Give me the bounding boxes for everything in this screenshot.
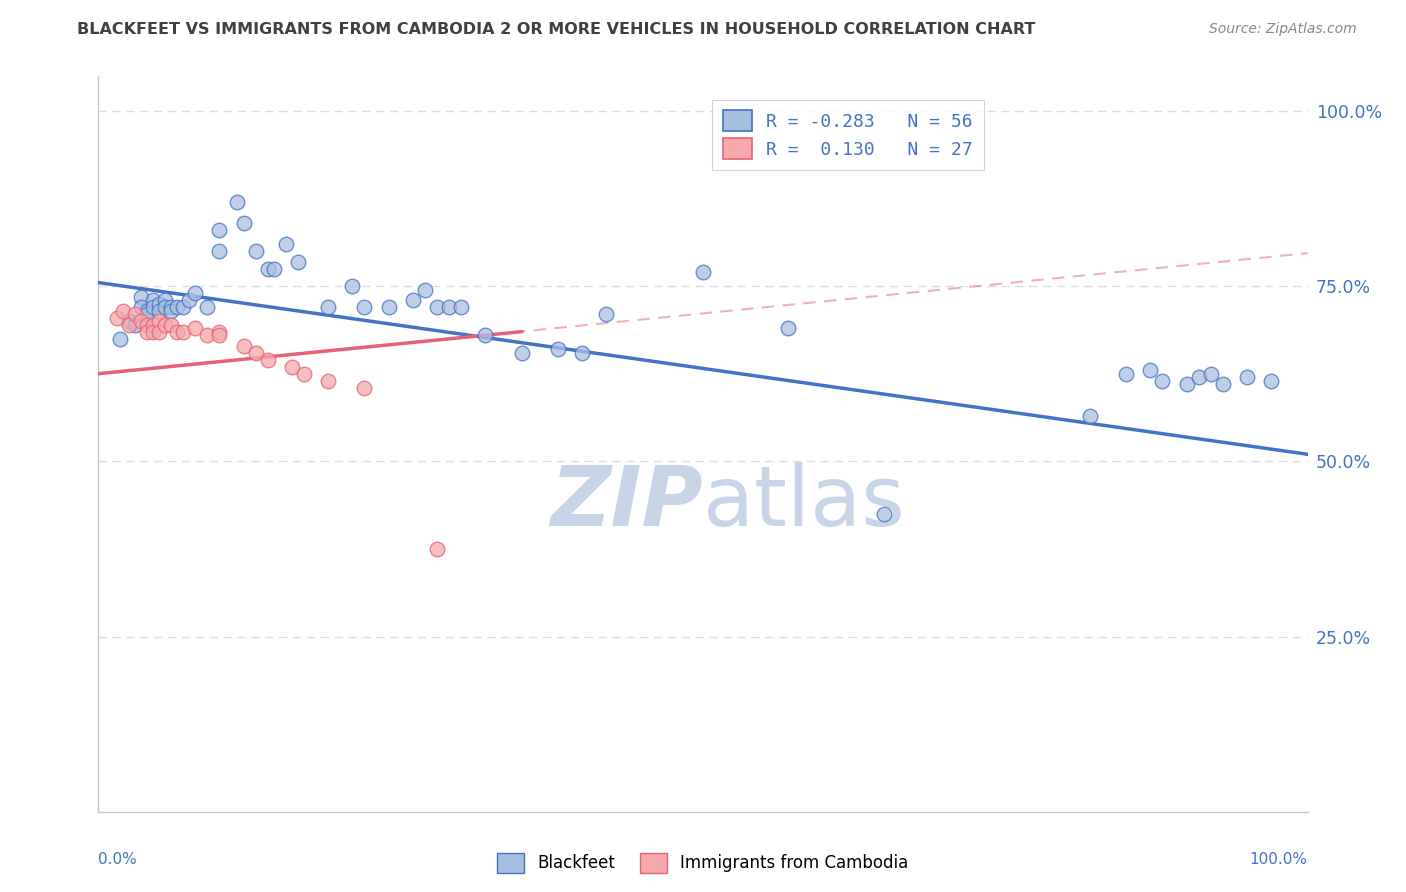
Point [124, 307, 146, 321]
Point [129, 289, 152, 303]
Point [316, 300, 339, 314]
Point [1188, 370, 1211, 384]
Text: 100.0%: 100.0% [1250, 852, 1308, 867]
Point [1260, 374, 1282, 388]
Point [142, 293, 165, 307]
Point [256, 261, 278, 276]
Text: atlas: atlas [703, 462, 904, 543]
Point [353, 381, 375, 395]
Point [776, 321, 799, 335]
Point [256, 352, 278, 367]
Point [135, 318, 157, 332]
Point [142, 325, 165, 339]
Point [118, 318, 141, 332]
Point [172, 325, 194, 339]
Point [208, 325, 231, 339]
Point [208, 328, 231, 343]
Text: ZIP: ZIP [550, 462, 703, 543]
Point [135, 307, 157, 321]
Text: 0.0%: 0.0% [98, 852, 138, 867]
Point [153, 300, 176, 314]
Point [148, 296, 170, 310]
Point [142, 318, 165, 332]
Point [1236, 370, 1258, 384]
Point [179, 293, 201, 307]
Point [195, 328, 218, 343]
Point [450, 300, 472, 314]
Point [153, 318, 176, 332]
Point [547, 342, 569, 356]
Point [1115, 367, 1137, 381]
Point [402, 293, 425, 307]
Point [1152, 374, 1174, 388]
Point [245, 345, 267, 359]
Point [195, 300, 218, 314]
Point [108, 332, 131, 346]
Point [160, 318, 183, 332]
Point [281, 359, 304, 374]
Point [166, 325, 188, 339]
Point [148, 303, 170, 318]
Point [153, 293, 176, 307]
Legend: Blackfeet, Immigrants from Cambodia: Blackfeet, Immigrants from Cambodia [491, 847, 915, 880]
Point [595, 307, 617, 321]
Point [232, 216, 254, 230]
Text: BLACKFEET VS IMMIGRANTS FROM CAMBODIA 2 OR MORE VEHICLES IN HOUSEHOLD CORRELATIO: BLACKFEET VS IMMIGRANTS FROM CAMBODIA 2 … [77, 22, 1036, 37]
Point [105, 310, 128, 325]
Point [118, 314, 141, 328]
Point [263, 261, 285, 276]
Point [274, 237, 297, 252]
Point [148, 325, 170, 339]
Point [316, 374, 339, 388]
Point [226, 194, 249, 209]
Point [510, 345, 533, 359]
Point [474, 328, 496, 343]
Point [692, 265, 714, 279]
Point [873, 507, 896, 521]
Point [160, 303, 183, 318]
Point [232, 338, 254, 352]
Point [184, 321, 207, 335]
Point [1078, 409, 1101, 423]
Point [437, 300, 460, 314]
Point [413, 283, 436, 297]
Point [142, 300, 165, 314]
Text: Source: ZipAtlas.com: Source: ZipAtlas.com [1209, 22, 1357, 37]
Point [353, 300, 375, 314]
Point [1175, 377, 1198, 392]
Point [129, 300, 152, 314]
Point [571, 345, 593, 359]
Point [135, 303, 157, 318]
Point [172, 300, 194, 314]
Point [111, 303, 134, 318]
Point [166, 300, 188, 314]
Point [208, 244, 231, 258]
Point [245, 244, 267, 258]
Point [342, 279, 364, 293]
Point [160, 300, 183, 314]
Legend: R = -0.283   N = 56, R =  0.130   N = 27: R = -0.283 N = 56, R = 0.130 N = 27 [713, 100, 984, 170]
Point [1199, 367, 1222, 381]
Point [426, 541, 449, 556]
Point [124, 318, 146, 332]
Point [135, 325, 157, 339]
Point [292, 367, 315, 381]
Point [377, 300, 399, 314]
Point [1212, 377, 1234, 392]
Point [1139, 363, 1161, 377]
Point [184, 286, 207, 301]
Point [129, 314, 152, 328]
Point [426, 300, 449, 314]
Point [148, 314, 170, 328]
Point [208, 223, 231, 237]
Point [287, 254, 309, 268]
